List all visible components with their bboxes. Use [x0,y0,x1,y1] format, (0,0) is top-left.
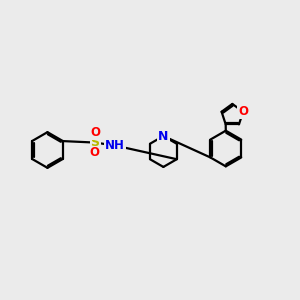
Text: O: O [89,146,99,160]
Text: NH: NH [105,139,125,152]
Text: S: S [91,136,100,149]
Text: N: N [158,130,169,142]
Text: O: O [91,126,100,139]
Text: O: O [238,105,248,118]
